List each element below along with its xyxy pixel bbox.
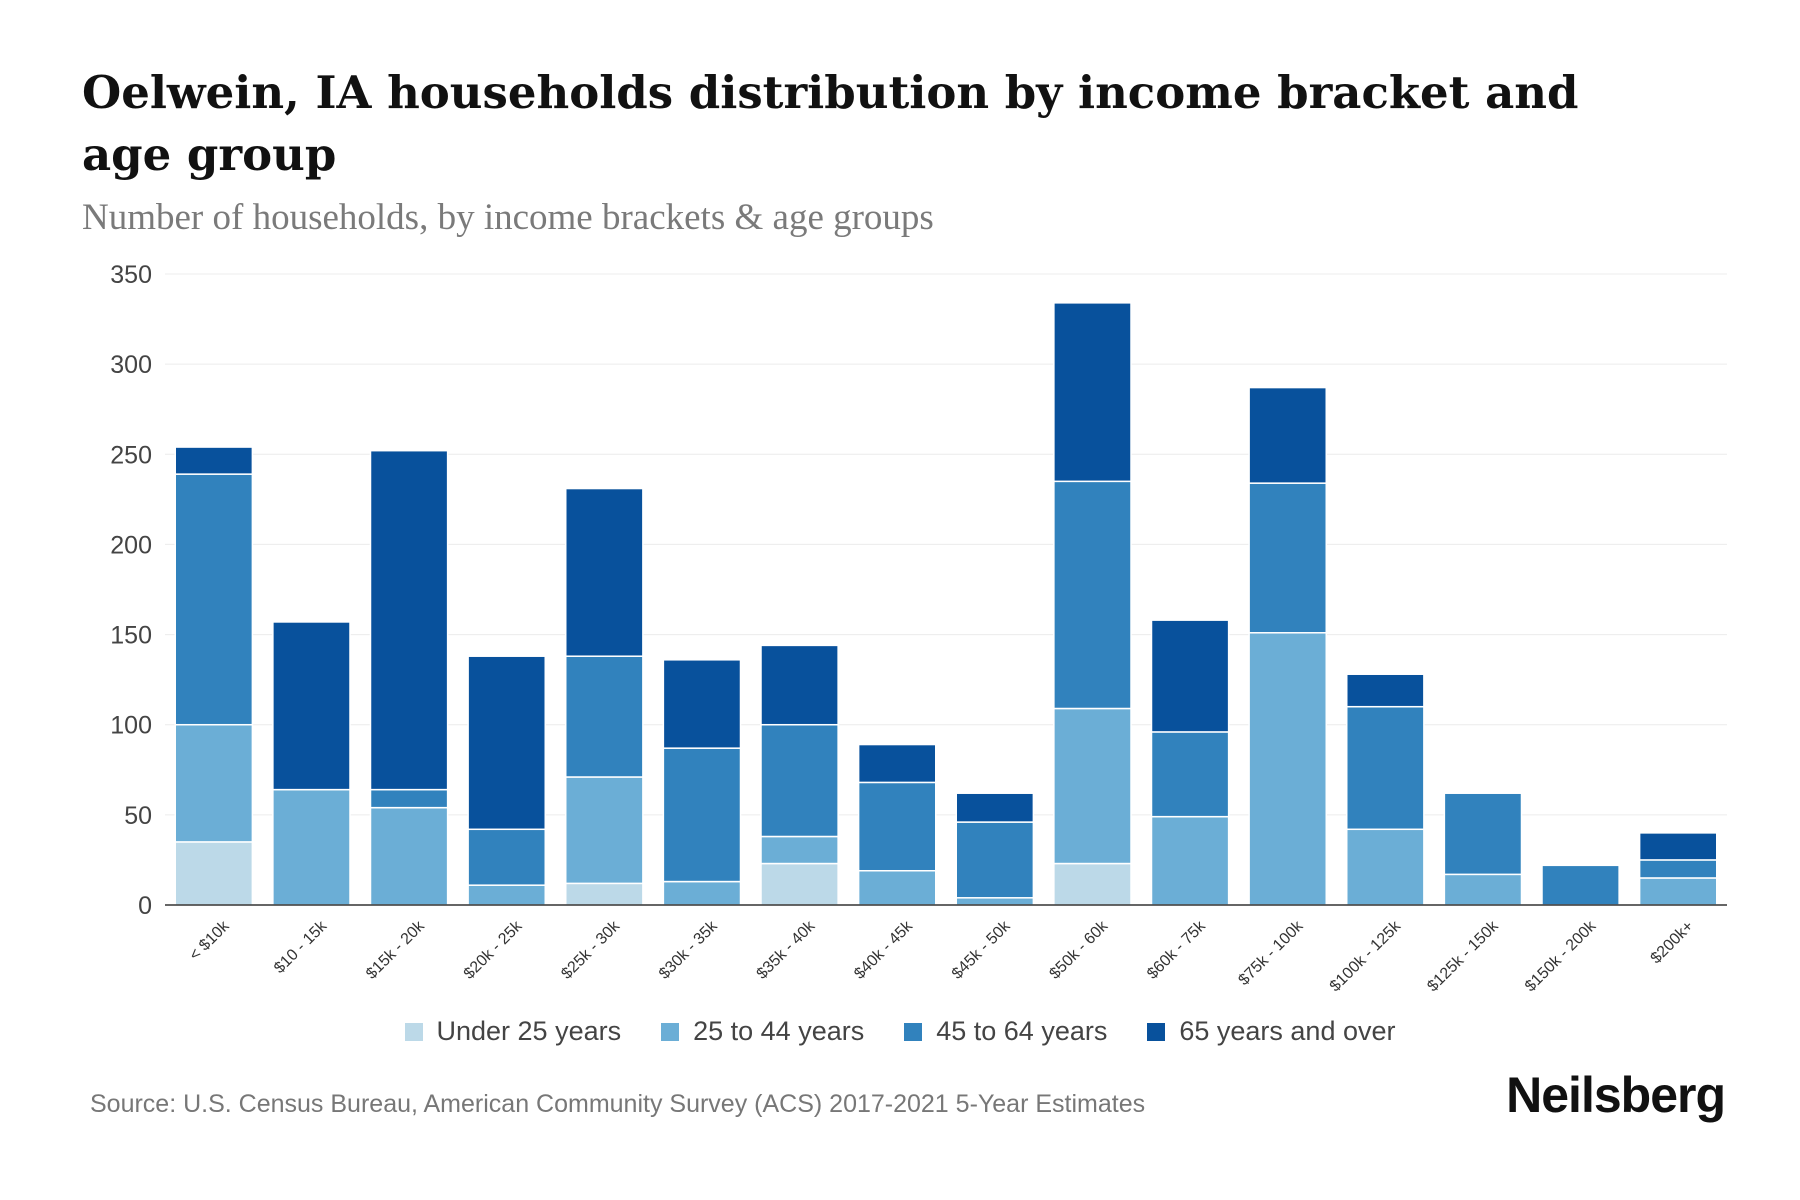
bar-segment[interactable] bbox=[272, 788, 351, 906]
bar-segment[interactable] bbox=[1150, 815, 1230, 906]
x-tick-label: $30k - 35k bbox=[656, 917, 722, 983]
bar-segment[interactable] bbox=[1248, 386, 1327, 484]
legend-swatch bbox=[661, 1022, 680, 1041]
bar-segment[interactable] bbox=[174, 473, 254, 726]
bar-segment[interactable] bbox=[1053, 302, 1132, 483]
bar-segment[interactable] bbox=[1053, 862, 1132, 906]
bar-segment[interactable] bbox=[857, 781, 937, 872]
bar-segment[interactable] bbox=[565, 882, 644, 906]
x-tick-label: $150k - 200k bbox=[1522, 917, 1600, 995]
bar-segment[interactable] bbox=[1443, 873, 1523, 906]
bar-segment[interactable] bbox=[467, 828, 546, 886]
legend-label: 65 years and over bbox=[1179, 1016, 1396, 1046]
y-axis: 0 50 100 150 200 250 300 350 bbox=[110, 261, 152, 920]
bar-segment[interactable] bbox=[760, 835, 839, 865]
bar-segment[interactable] bbox=[662, 880, 742, 906]
bar-segment[interactable] bbox=[1638, 859, 1718, 879]
bar-segment[interactable] bbox=[1248, 482, 1327, 634]
bar-segment[interactable] bbox=[760, 644, 839, 726]
legend-item-25-to-44[interactable]: 25 to 44 years bbox=[661, 1016, 864, 1047]
stacked-bar-chart: 0 50 100 150 200 250 300 350 < $10k $10 - 15k $15… bbox=[110, 261, 1727, 995]
x-tick-label: $25k - 30k bbox=[558, 917, 624, 983]
bar-segment[interactable] bbox=[662, 747, 742, 883]
bar-segment[interactable] bbox=[955, 792, 1035, 823]
bar-segment[interactable] bbox=[760, 723, 839, 838]
bar-segment[interactable] bbox=[467, 884, 546, 906]
legend-item-65-and-over[interactable]: 65 years and over bbox=[1147, 1016, 1396, 1047]
y-tick-label: 300 bbox=[110, 351, 152, 379]
bar-segment[interactable] bbox=[565, 655, 644, 778]
bar-segment[interactable] bbox=[1053, 707, 1132, 865]
chart-subtitle: Number of households, by income brackets… bbox=[82, 197, 934, 238]
bar-segment[interactable] bbox=[1638, 877, 1718, 906]
y-tick-label: 50 bbox=[124, 802, 152, 830]
bar-segment[interactable] bbox=[369, 806, 449, 906]
y-tick-label: 150 bbox=[110, 622, 152, 650]
legend-label: 25 to 44 years bbox=[693, 1016, 865, 1046]
legend-item-45-to-64[interactable]: 45 to 64 years bbox=[904, 1016, 1107, 1047]
bar-segment[interactable] bbox=[1150, 619, 1230, 733]
x-tick-label: $50k - 60k bbox=[1046, 917, 1112, 983]
legend-swatch bbox=[1147, 1022, 1166, 1041]
bar-segment[interactable] bbox=[565, 776, 644, 885]
bar-segment[interactable] bbox=[1346, 705, 1425, 831]
bar-segment[interactable] bbox=[857, 869, 937, 906]
bar-segment[interactable] bbox=[1346, 673, 1425, 708]
x-tick-label: $200k+ bbox=[1648, 918, 1697, 967]
bar-segment[interactable] bbox=[467, 655, 546, 831]
legend-label: Under 25 years bbox=[436, 1016, 622, 1046]
bar-segment[interactable] bbox=[369, 449, 449, 791]
chart-title: Oelwein, IA households distribution by i… bbox=[82, 66, 1579, 181]
bar-segment[interactable] bbox=[1053, 480, 1132, 710]
y-tick-label: 100 bbox=[110, 712, 152, 740]
bar-segment[interactable] bbox=[662, 659, 742, 749]
x-tick-label: $10 - 15k bbox=[271, 917, 331, 977]
bar-segment[interactable] bbox=[1346, 828, 1425, 906]
bar-segment[interactable] bbox=[760, 862, 839, 906]
bar-segment[interactable] bbox=[1541, 864, 1620, 906]
bar-segment[interactable] bbox=[565, 487, 644, 657]
bar-segment[interactable] bbox=[1443, 792, 1523, 876]
x-tick-label: $60k - 75k bbox=[1144, 917, 1210, 983]
legend: Under 25 years 25 to 44 years 45 to 64 y… bbox=[0, 1016, 1800, 1047]
source-note: Source: U.S. Census Bureau, American Com… bbox=[90, 1090, 1146, 1118]
x-tick-label: $20k - 25k bbox=[461, 917, 527, 983]
bar-segment[interactable] bbox=[272, 621, 351, 791]
y-tick-label: 0 bbox=[138, 892, 152, 920]
bar-segment[interactable] bbox=[955, 821, 1035, 899]
bar-segment[interactable] bbox=[955, 897, 1035, 906]
bar-segment[interactable] bbox=[1638, 832, 1718, 861]
bar-segment[interactable] bbox=[1150, 731, 1230, 818]
x-tick-label: $15k - 20k bbox=[363, 917, 429, 983]
x-tick-label: $75k - 100k bbox=[1235, 917, 1307, 989]
legend-item-under-25[interactable]: Under 25 years bbox=[404, 1016, 622, 1047]
x-tick-label: < $10k bbox=[186, 917, 233, 964]
y-tick-label: 350 bbox=[110, 261, 152, 289]
y-tick-label: 200 bbox=[110, 531, 152, 559]
x-tick-label: $40k - 45k bbox=[851, 917, 917, 983]
bar-segment[interactable] bbox=[174, 446, 254, 475]
bar-segment[interactable] bbox=[174, 723, 254, 843]
x-tick-label: $35k - 40k bbox=[754, 917, 820, 983]
brand-logo: Neilsberg bbox=[1506, 1067, 1726, 1123]
bar-segment[interactable] bbox=[369, 788, 449, 809]
bar-segment[interactable] bbox=[1248, 632, 1327, 906]
legend-swatch bbox=[404, 1022, 423, 1041]
x-axis: < $10k $10 - 15k $15k - 20k $20k - 25k $25k … bbox=[165, 904, 1727, 995]
legend-label: 45 to 64 years bbox=[936, 1016, 1108, 1046]
x-tick-label: $125k - 150k bbox=[1424, 917, 1502, 995]
legend-swatch bbox=[904, 1022, 923, 1041]
y-tick-label: 250 bbox=[110, 441, 152, 469]
bar-segment[interactable] bbox=[857, 743, 937, 784]
x-tick-label: $45k - 50k bbox=[949, 917, 1015, 983]
bar-segment[interactable] bbox=[174, 841, 254, 906]
x-tick-label: $100k - 125k bbox=[1327, 917, 1405, 995]
